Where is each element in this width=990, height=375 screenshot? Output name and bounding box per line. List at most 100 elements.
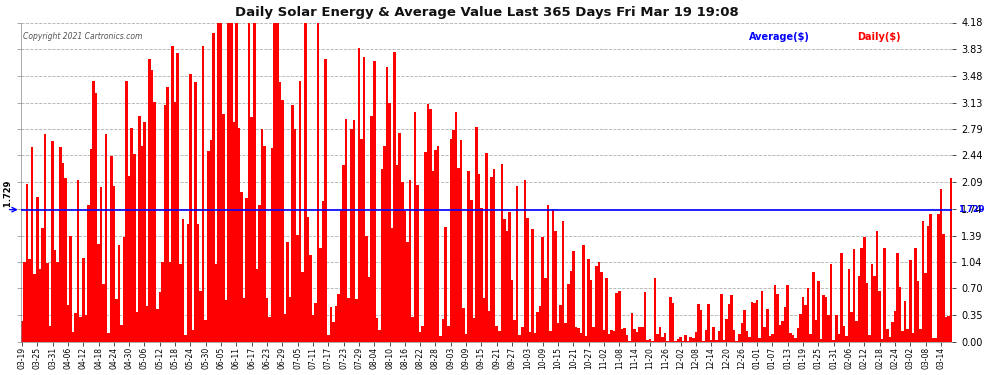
Bar: [554, 231, 556, 342]
Bar: [454, 112, 457, 342]
Bar: [128, 176, 131, 342]
Bar: [184, 334, 186, 342]
Bar: [110, 156, 113, 342]
Bar: [919, 329, 922, 342]
Bar: [559, 305, 562, 342]
Bar: [651, 341, 653, 342]
Bar: [828, 315, 830, 342]
Bar: [761, 291, 763, 342]
Bar: [611, 330, 613, 342]
Bar: [817, 281, 820, 342]
Bar: [804, 304, 807, 342]
Bar: [332, 322, 335, 342]
Bar: [92, 81, 95, 342]
Bar: [544, 278, 546, 342]
Bar: [289, 297, 291, 342]
Bar: [383, 146, 386, 342]
Bar: [838, 334, 841, 342]
Bar: [847, 268, 850, 342]
Bar: [871, 264, 873, 342]
Text: Copyright 2021 Cartronics.com: Copyright 2021 Cartronics.com: [23, 32, 142, 41]
Bar: [365, 236, 368, 342]
Bar: [930, 214, 932, 342]
Bar: [375, 318, 378, 342]
Bar: [705, 330, 707, 342]
Bar: [776, 294, 779, 342]
Bar: [713, 327, 715, 342]
Bar: [653, 278, 656, 342]
Bar: [435, 150, 437, 342]
Bar: [684, 335, 687, 342]
Bar: [449, 139, 452, 342]
Bar: [345, 119, 347, 342]
Bar: [768, 336, 771, 342]
Bar: [61, 163, 64, 342]
Bar: [220, 22, 223, 342]
Bar: [176, 53, 179, 342]
Bar: [815, 320, 817, 342]
Bar: [912, 333, 914, 342]
Bar: [47, 263, 49, 342]
Bar: [572, 251, 574, 342]
Bar: [228, 22, 230, 342]
Bar: [77, 180, 79, 342]
Bar: [700, 310, 702, 342]
Bar: [404, 211, 406, 342]
Bar: [465, 334, 467, 342]
Bar: [876, 231, 878, 342]
Bar: [542, 237, 544, 342]
Bar: [194, 82, 197, 342]
Bar: [51, 141, 53, 342]
Bar: [483, 298, 485, 342]
Bar: [95, 93, 97, 342]
Bar: [360, 139, 362, 342]
Bar: [549, 331, 551, 342]
Bar: [79, 317, 82, 342]
Bar: [307, 217, 309, 342]
Bar: [802, 297, 804, 342]
Bar: [644, 291, 646, 342]
Bar: [233, 122, 235, 342]
Bar: [603, 330, 605, 342]
Bar: [577, 328, 580, 342]
Bar: [42, 228, 44, 342]
Bar: [26, 184, 29, 342]
Bar: [281, 100, 283, 342]
Bar: [863, 237, 865, 342]
Bar: [378, 330, 380, 342]
Bar: [595, 266, 598, 342]
Bar: [666, 341, 669, 342]
Bar: [569, 271, 572, 342]
Bar: [835, 315, 838, 342]
Bar: [909, 261, 912, 342]
Bar: [539, 306, 542, 342]
Bar: [437, 146, 440, 342]
Bar: [899, 287, 901, 342]
Bar: [830, 264, 833, 342]
Bar: [102, 284, 105, 342]
Bar: [123, 237, 126, 342]
Bar: [590, 279, 592, 342]
Bar: [598, 262, 600, 342]
Bar: [445, 226, 446, 342]
Bar: [679, 338, 682, 342]
Bar: [258, 205, 260, 342]
Bar: [153, 102, 156, 342]
Bar: [322, 201, 325, 342]
Bar: [320, 248, 322, 342]
Bar: [758, 338, 761, 342]
Bar: [495, 326, 498, 342]
Bar: [771, 334, 774, 342]
Bar: [574, 327, 577, 342]
Bar: [115, 299, 118, 342]
Text: Daily($): Daily($): [857, 32, 901, 42]
Bar: [794, 338, 797, 342]
Bar: [253, 22, 255, 342]
Bar: [446, 326, 449, 342]
Bar: [197, 225, 199, 342]
Bar: [419, 332, 422, 342]
Bar: [457, 168, 459, 342]
Bar: [373, 62, 375, 342]
Bar: [352, 120, 355, 342]
Bar: [731, 295, 733, 342]
